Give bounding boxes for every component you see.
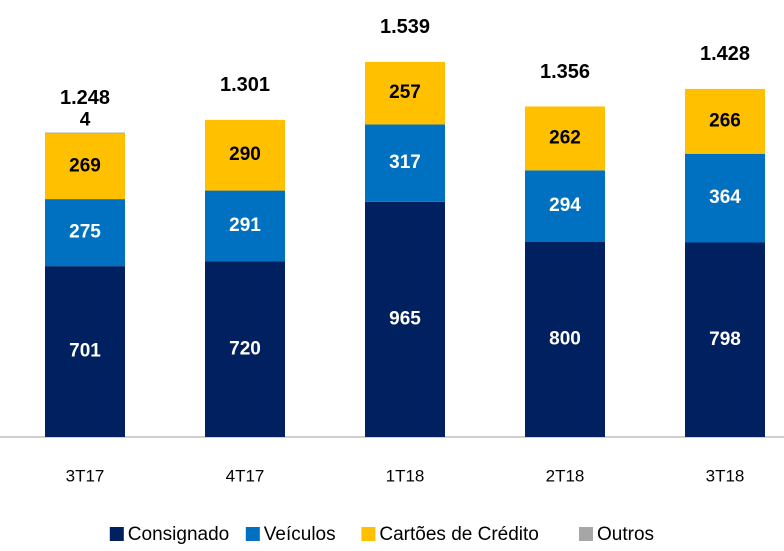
legend-label: Outros	[597, 524, 654, 545]
total-label: 1.301	[220, 74, 270, 96]
data-label: 4	[80, 110, 91, 131]
bar-segment	[205, 119, 285, 191]
data-label: 291	[229, 215, 261, 236]
x-tick-label: 2T18	[546, 466, 585, 485]
bar-segment	[525, 242, 605, 437]
legend-label: Veículos	[264, 524, 336, 545]
data-label: 317	[389, 152, 421, 173]
bar-segment	[685, 153, 765, 243]
bar-segment	[525, 106, 605, 171]
data-label: 294	[549, 195, 581, 216]
x-tick-label: 3T17	[66, 466, 105, 485]
data-label: 701	[69, 341, 101, 362]
data-label: 798	[709, 329, 741, 350]
legend-label: Consignado	[128, 524, 229, 545]
bar-segment	[205, 261, 285, 437]
bar-segment	[525, 170, 605, 242]
data-label: 269	[69, 155, 101, 176]
data-label: 262	[549, 127, 581, 148]
data-label: 275	[69, 222, 101, 243]
total-label: 1.539	[380, 16, 430, 38]
legend-swatch	[361, 527, 376, 541]
bar-segment	[365, 61, 445, 125]
bar-segment	[45, 266, 125, 437]
bar-segment	[45, 132, 125, 134]
data-label: 266	[709, 110, 741, 131]
legend-swatch	[245, 527, 260, 541]
legend-swatch	[579, 527, 593, 541]
bar-segment	[685, 88, 765, 154]
bar-segment	[45, 133, 125, 200]
bar-segment	[365, 124, 445, 202]
x-tick-label: 4T17	[226, 466, 265, 485]
bar-segment	[205, 190, 285, 262]
data-label: 257	[389, 82, 421, 103]
x-tick-label: 3T18	[706, 466, 745, 485]
bar-segment	[365, 201, 445, 437]
data-label: 965	[389, 308, 421, 329]
total-label: 1.356	[540, 61, 590, 83]
data-label: 720	[229, 338, 261, 359]
data-label: 290	[229, 144, 261, 165]
total-label: 1.248	[60, 87, 110, 109]
legend-label: Cartões de Crédito	[379, 524, 538, 545]
legend-swatch	[109, 527, 124, 541]
data-label: 800	[549, 329, 581, 350]
data-label: 364	[709, 187, 741, 208]
x-tick-label: 1T18	[386, 466, 425, 485]
bar-segment	[685, 242, 765, 437]
bar-segment	[45, 199, 125, 267]
total-label: 1.428	[700, 43, 750, 65]
